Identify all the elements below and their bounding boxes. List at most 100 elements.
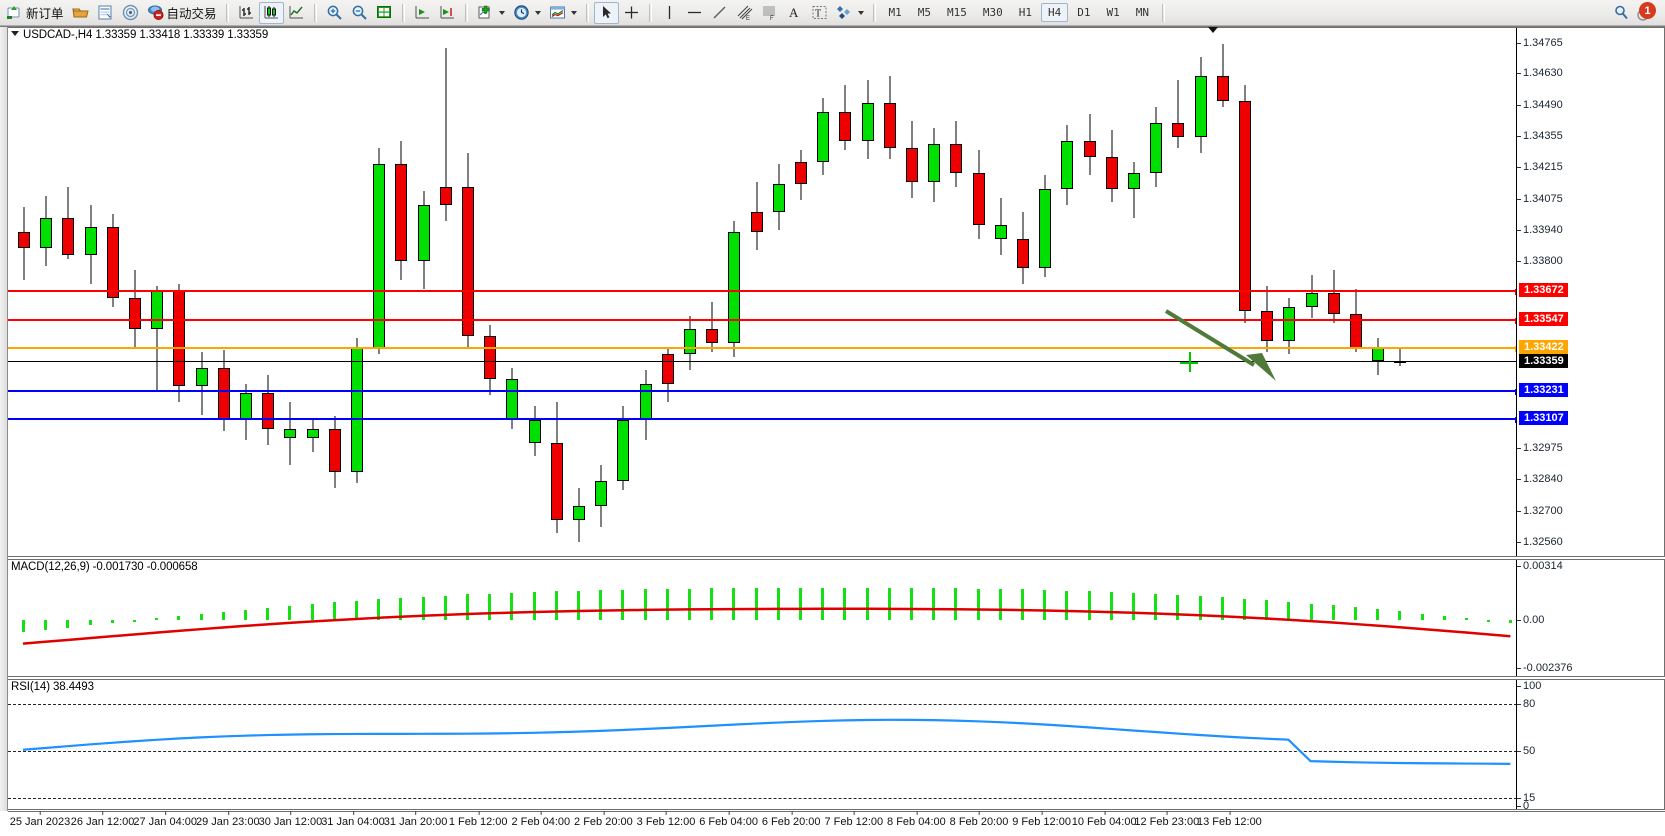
candlestick[interactable]: [484, 28, 497, 556]
rsi-plot-area[interactable]: [8, 680, 1517, 809]
candlestick[interactable]: [1283, 28, 1296, 556]
candlestick[interactable]: [1128, 28, 1140, 556]
candlestick[interactable]: [1150, 28, 1163, 556]
candlestick[interactable]: [373, 28, 386, 556]
candlestick[interactable]: [195, 28, 208, 556]
candlestick[interactable]: [772, 28, 785, 556]
timeframe-m5[interactable]: M5: [917, 6, 932, 19]
auto-scroll-button[interactable]: [410, 2, 435, 24]
navigator-button[interactable]: [118, 2, 143, 24]
candlestick[interactable]: [328, 28, 341, 556]
notifications-icon[interactable]: 1: [1636, 2, 1656, 22]
timeframe-m15[interactable]: M15: [947, 6, 967, 19]
expert-advisors-button[interactable]: [68, 2, 93, 24]
candlestick[interactable]: [528, 28, 541, 556]
candlestick[interactable]: [240, 28, 252, 556]
vertical-line-button[interactable]: [657, 2, 682, 24]
horizontal-line-button[interactable]: [682, 2, 707, 24]
price-level-line-pivot[interactable]: [8, 346, 1517, 353]
candlestick[interactable]: [573, 28, 585, 556]
timeframe-w1[interactable]: W1: [1106, 6, 1120, 19]
candlestick[interactable]: [950, 28, 963, 556]
candlestick[interactable]: [1216, 28, 1229, 556]
candlestick[interactable]: [1327, 28, 1340, 556]
cursor-button[interactable]: [593, 1, 619, 24]
candlestick[interactable]: [839, 28, 852, 556]
price-level-line-current[interactable]: [8, 361, 1517, 363]
auto-trading-button[interactable]: 自动交易: [143, 2, 221, 24]
price-level-line-resistance[interactable]: [8, 289, 1517, 296]
candlestick[interactable]: [994, 28, 1007, 556]
timeframe-m1[interactable]: M1: [888, 6, 902, 19]
candlestick[interactable]: [861, 28, 874, 556]
candlestick[interactable]: [1239, 28, 1251, 556]
chevron-down-icon[interactable]: [857, 10, 864, 15]
candlestick[interactable]: [417, 28, 430, 556]
chart-scroll-marker[interactable]: [1208, 27, 1218, 33]
candlestick[interactable]: [351, 28, 363, 556]
macd-plot-area[interactable]: [8, 560, 1517, 676]
candlestick[interactable]: [728, 28, 741, 556]
equidistant-channel-button[interactable]: E: [732, 2, 757, 24]
candlestick[interactable]: [795, 28, 807, 556]
candlestick[interactable]: [972, 28, 985, 556]
data-window-button[interactable]: [93, 2, 118, 24]
price-level-line-resistance[interactable]: [8, 317, 1517, 324]
price-plot-area[interactable]: [8, 28, 1517, 556]
candlestick[interactable]: [1061, 28, 1074, 556]
tile-windows-button[interactable]: [372, 2, 397, 24]
zoom-in-button[interactable]: [322, 2, 347, 24]
fibonacci-button[interactable]: F: [757, 2, 782, 24]
chevron-down-icon[interactable]: [534, 10, 541, 15]
bar-chart-button[interactable]: [234, 2, 259, 24]
candlestick[interactable]: [1372, 28, 1385, 556]
candlestick[interactable]: [439, 28, 452, 556]
text-label-button[interactable]: T: [807, 2, 832, 24]
timeframe-d1[interactable]: D1: [1077, 6, 1091, 19]
zoom-out-button[interactable]: [347, 2, 372, 24]
rsi-scale[interactable]: 100 80 50 15 0: [1516, 680, 1664, 812]
candlestick[interactable]: [706, 28, 719, 556]
candlestick[interactable]: [906, 28, 918, 556]
candlestick[interactable]: [1017, 28, 1029, 556]
price-level-line-support[interactable]: [8, 417, 1517, 424]
candlestick[interactable]: [595, 28, 608, 556]
price-scale[interactable]: 1.34765 1.34630 1.34490 1.34355 1.34215 1.340…: [1516, 28, 1664, 556]
candlestick[interactable]: [18, 28, 30, 556]
candlestick[interactable]: [883, 28, 896, 556]
crosshair-button[interactable]: [619, 2, 644, 24]
time-scale[interactable]: 25 Jan 2023 26 Jan 12:00 27 Jan 04:00 29 Ja…: [8, 811, 1665, 836]
trendline-button[interactable]: [707, 2, 732, 24]
chevron-down-icon[interactable]: [570, 10, 577, 15]
add-indicator-button[interactable]: [473, 2, 509, 24]
timeframe-h4[interactable]: H4: [1041, 3, 1069, 22]
search-icon[interactable]: [1613, 4, 1630, 21]
rsi-pane[interactable]: RSI(14) 38.4493 100 80 50 15 0: [8, 679, 1665, 812]
macd-scale[interactable]: 0.00314 0.00 -0.002376: [1516, 560, 1664, 676]
candlestick[interactable]: [1305, 28, 1318, 556]
candlestick[interactable]: [462, 28, 474, 556]
candlestick[interactable]: [129, 28, 141, 556]
macd-pane[interactable]: MACD(12,26,9) -0.001730 -0.000658 0.0031…: [8, 559, 1665, 677]
candlestick[interactable]: [550, 28, 563, 556]
candlestick[interactable]: [106, 28, 119, 556]
candlestick[interactable]: [1194, 28, 1207, 556]
candlestick[interactable]: [1083, 28, 1096, 556]
candlestick[interactable]: [750, 28, 763, 556]
shapes-button[interactable]: [832, 2, 868, 24]
candlestick[interactable]: [928, 28, 941, 556]
chart-shift-button[interactable]: [435, 2, 460, 24]
candlestick[interactable]: [40, 28, 53, 556]
candlestick[interactable]: [395, 28, 408, 556]
candlestick[interactable]: [62, 28, 75, 556]
timeframe-mn[interactable]: MN: [1135, 6, 1150, 19]
price-level-line-support[interactable]: [8, 389, 1517, 396]
candlestick[interactable]: [1039, 28, 1052, 556]
line-chart-button[interactable]: [284, 2, 309, 24]
timeframe-h1[interactable]: H1: [1018, 6, 1033, 19]
candlestick-chart-button[interactable]: [258, 1, 284, 24]
chevron-down-icon[interactable]: [498, 10, 505, 15]
templates-button[interactable]: [545, 2, 581, 24]
periods-button[interactable]: [509, 2, 545, 24]
chart-dropdown-icon[interactable]: [11, 31, 19, 37]
